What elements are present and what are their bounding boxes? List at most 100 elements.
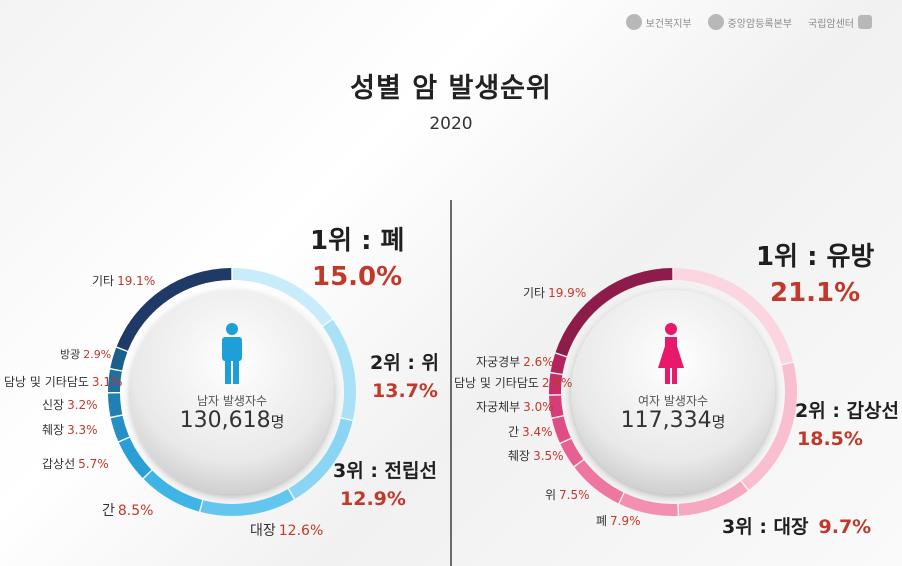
female-count-unit: 명 — [711, 413, 726, 431]
male-gan-name: 간 — [102, 503, 115, 519]
female-rank2-pct: 18.5% — [797, 428, 863, 450]
male-chwejang-label: 췌장 3.3% — [42, 421, 98, 438]
page-title: 성별 암 발생순위 — [350, 73, 552, 104]
male-rank2-pct: 13.7% — [372, 380, 438, 402]
female-gita-name: 기타 — [523, 286, 546, 300]
logo-cancer-center: 국립암센터 — [808, 15, 872, 30]
male-donut-center — [130, 290, 334, 494]
male-slice-8 — [108, 393, 123, 417]
male-sinjang-pct: 3.2% — [67, 398, 98, 412]
registry-emblem-icon — [707, 14, 724, 30]
male-damnang-name: 담낭 및 기타담도 — [4, 375, 89, 389]
female-slice-4 — [619, 493, 678, 516]
male-slice-7 — [110, 415, 130, 442]
male-slice-5 — [143, 470, 203, 512]
female-jagunggyeong-pct: 2.6% — [523, 355, 554, 369]
female-rank1-pct: 21.1% — [770, 278, 861, 308]
male-rank1-pct: 15.0% — [312, 262, 403, 292]
female-gan-pct: 3.4% — [522, 425, 553, 439]
male-gapsang-label: 갑상선 5.7% — [42, 455, 109, 472]
male-daejang-name: 대장 — [250, 523, 276, 539]
female-wi-pct: 7.5% — [559, 488, 590, 502]
male-chwejang-name: 췌장 — [42, 423, 65, 437]
female-jagungche-pct: 3.0% — [523, 400, 554, 414]
male-slice-2 — [323, 319, 356, 420]
male-damnang-pct: 3.1% — [91, 375, 123, 389]
male-gan-pct: 8.5% — [117, 503, 154, 519]
male-chwejang-pct: 3.3% — [67, 423, 98, 437]
male-slice-4 — [200, 489, 294, 516]
male-slice-10 — [110, 347, 128, 371]
female-count: 117,334명 — [583, 408, 763, 433]
male-rank3-label: 3위 : 전립선 — [333, 460, 437, 482]
female-chwejang-name: 췌장 — [508, 449, 531, 463]
page-year: 2020 — [429, 114, 473, 134]
logo-cancer-center-label: 국립암센터 — [808, 18, 854, 30]
female-donut-center — [571, 290, 775, 494]
male-slice-11 — [116, 268, 232, 351]
male-rank1-label: 1위 : 폐 — [310, 226, 405, 256]
female-count-value: 117,334 — [620, 408, 712, 433]
female-jagunggyeong-label: 자궁경부 2.6% — [476, 353, 554, 370]
male-count-unit: 명 — [270, 413, 285, 431]
male-gapsang-pct: 5.7% — [78, 457, 109, 471]
female-gan-name: 간 — [508, 425, 520, 439]
male-gapsang-name: 갑상선 — [42, 457, 76, 471]
female-slice-11 — [555, 268, 673, 357]
female-rank3-label: 3위 : 대장 9.7% — [722, 512, 871, 539]
male-daejang-label: 대장 12.6% — [250, 520, 323, 540]
female-rank2-label: 2위 : 갑상선 — [795, 400, 899, 422]
male-slice-1 — [232, 268, 332, 326]
male-slice-6 — [118, 437, 152, 479]
logo-ministry: 보건복지부 — [625, 14, 692, 30]
female-wi-label: 위 7.5% — [545, 486, 590, 503]
female-rank1-label: 1위 : 유방 — [756, 242, 875, 272]
female-jagungche-name: 자궁체부 — [476, 400, 521, 414]
female-jagungche-label: 자궁체부 3.0% — [476, 398, 554, 415]
male-rank3-pct: 12.9% — [340, 488, 406, 510]
male-damnang-label: 담낭 및 기타담도 3.1% — [4, 373, 122, 390]
male-sinjang-label: 신장 3.2% — [42, 396, 98, 413]
male-slice-3 — [288, 418, 353, 499]
cancer-center-emblem-icon — [858, 15, 872, 29]
female-damnang-name: 담낭 및 기타담도 — [454, 376, 539, 390]
female-jagunggyeong-name: 자궁경부 — [476, 355, 521, 369]
female-slice-9 — [549, 373, 563, 395]
female-rank3-name: 3위 : 대장 — [722, 516, 809, 538]
female-slice-2 — [741, 362, 797, 491]
male-banggwang-pct: 2.9% — [83, 348, 112, 361]
male-gan-label: 간 8.5% — [102, 500, 153, 520]
female-count-caption: 여자 발생자수 — [637, 394, 709, 408]
ministry-emblem-icon — [625, 14, 642, 30]
logo-ministry-label: 보건복지부 — [645, 18, 692, 30]
female-gan-label: 간 3.4% — [508, 423, 553, 440]
female-slice-5 — [574, 460, 624, 504]
female-wi-name: 위 — [545, 488, 557, 502]
female-pye-pct: 7.9% — [610, 514, 641, 528]
male-banggwang-name: 방광 — [60, 348, 81, 361]
male-banggwang-label: 방광 2.9% — [60, 346, 111, 362]
male-gita-pct: 19.1% — [117, 274, 156, 288]
female-gita-label: 기타 19.9% — [523, 284, 586, 301]
female-slice-8 — [549, 395, 564, 418]
female-person-icon — [658, 323, 684, 384]
male-sinjang-name: 신장 — [42, 398, 65, 412]
logo-registry: 중앙암등록본부 — [707, 14, 792, 30]
female-pye-name: 폐 — [596, 514, 608, 528]
male-gita-name: 기타 — [92, 274, 115, 288]
male-daejang-pct: 12.6% — [278, 523, 324, 539]
section-divider — [450, 200, 452, 566]
male-count-caption: 남자 발생자수 — [196, 394, 268, 408]
female-slice-10 — [550, 353, 567, 374]
female-slice-1 — [673, 268, 794, 365]
male-person-icon — [222, 323, 242, 384]
female-damnang-pct: 2.9% — [541, 376, 573, 390]
female-damnang-label: 담낭 및 기타담도 2.9% — [454, 374, 572, 391]
female-gita-pct: 19.9% — [548, 286, 587, 300]
female-slice-3 — [678, 481, 748, 516]
female-slice-7 — [551, 416, 571, 443]
male-gita-label: 기타 19.1% — [92, 272, 155, 289]
male-slice-9 — [108, 369, 122, 393]
female-slice-6 — [560, 439, 584, 467]
